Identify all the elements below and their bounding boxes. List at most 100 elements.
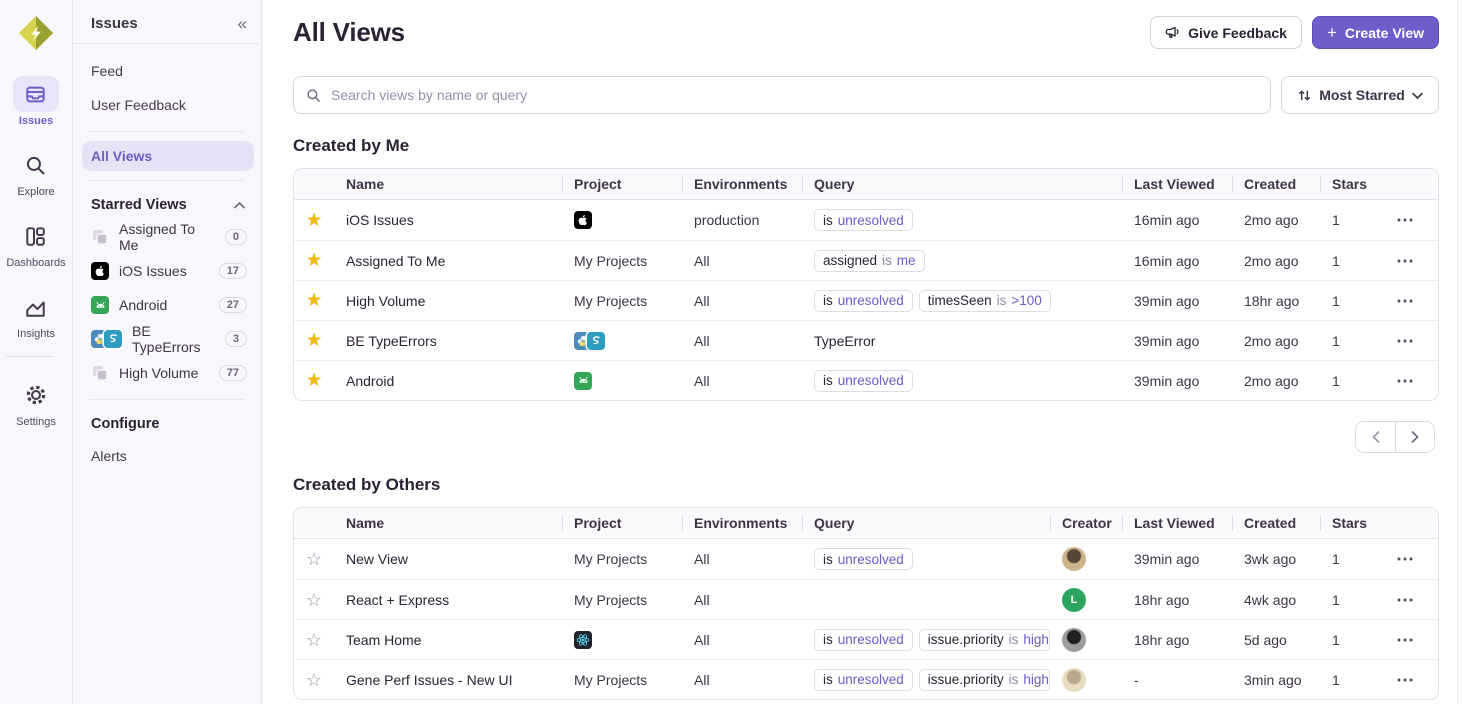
view-name-link[interactable]: Team Home: [346, 632, 421, 648]
configure-list: Alerts: [73, 439, 261, 473]
ellipsis-menu-button[interactable]: ⋯: [1392, 211, 1414, 229]
environments-cell: All: [694, 551, 814, 567]
previous-page-button[interactable]: [1356, 422, 1395, 452]
rail-item-insights[interactable]: Insights: [6, 289, 65, 340]
starred-view-item[interactable]: BE TypeErrors3: [73, 322, 261, 356]
views-table: NameProjectEnvironmentsQueryCreatorLast …: [293, 507, 1439, 700]
view-name-link[interactable]: Assigned To Me: [346, 253, 445, 269]
starred-view-item[interactable]: Android27: [73, 288, 261, 322]
sidebar-item-all-views[interactable]: All Views: [82, 141, 254, 171]
creator-avatar[interactable]: [1062, 668, 1086, 692]
relative-time: 39min ago: [1134, 333, 1199, 349]
created-cell: 2mo ago: [1244, 212, 1332, 228]
search-input[interactable]: [329, 86, 1258, 104]
starred-view-item[interactable]: iOS Issues17: [73, 254, 261, 288]
star-filled-icon[interactable]: ★: [305, 331, 322, 350]
rail-item-settings[interactable]: Settings: [6, 377, 65, 428]
row-menu-cell: ⋯: [1392, 292, 1438, 310]
star-filled-icon[interactable]: ★: [305, 371, 322, 390]
view-name-link[interactable]: iOS Issues: [346, 212, 414, 228]
view-name-link[interactable]: BE TypeErrors: [346, 333, 437, 349]
stacked-project-icon: [91, 364, 109, 382]
star-outline-icon[interactable]: ☆: [306, 671, 322, 689]
column-header-query: Query: [814, 515, 1062, 531]
sidebar-item-user-feedback[interactable]: User Feedback: [73, 88, 261, 122]
column-header-stars: Stars: [1332, 176, 1392, 192]
sort-dropdown[interactable]: Most Starred: [1281, 76, 1439, 114]
view-name-link[interactable]: Gene Perf Issues - New UI: [346, 672, 513, 688]
rail-item-explore[interactable]: Explore: [6, 147, 65, 198]
query-token-chip: isunresolved: [814, 669, 913, 691]
rail-item-dashboards[interactable]: Dashboards: [6, 218, 65, 269]
stars-cell: 1: [1332, 672, 1392, 688]
next-page-button[interactable]: [1395, 422, 1434, 452]
query-token-value: unresolved: [838, 632, 904, 647]
stacked-project-icon: [91, 228, 109, 246]
rail-item-label: Issues: [19, 115, 53, 127]
project-icons: [574, 631, 682, 649]
rail-item-issues[interactable]: Issues: [6, 76, 65, 127]
ellipsis-menu-button[interactable]: ⋯: [1392, 550, 1414, 568]
ellipsis-menu-button[interactable]: ⋯: [1392, 591, 1414, 609]
table-row: ☆React + ExpressMy ProjectsAllL18hr ago4…: [294, 579, 1438, 619]
view-name-link[interactable]: New View: [346, 551, 408, 567]
relative-time: 3wk ago: [1244, 551, 1296, 567]
view-name-link[interactable]: Android: [346, 373, 394, 389]
creator-cell: [1062, 628, 1134, 652]
query-token-value: high: [1023, 672, 1049, 687]
creator-cell: [1062, 668, 1134, 692]
android-project-icon: [574, 372, 592, 390]
table-row: ★High VolumeMy ProjectsAllisunresolvedti…: [294, 280, 1438, 320]
query-token-chip: isunresolved: [814, 370, 913, 392]
star-outline-icon[interactable]: ☆: [306, 550, 322, 568]
sidebar-collapse-button[interactable]: «: [238, 15, 247, 32]
creator-avatar[interactable]: [1062, 628, 1086, 652]
query-token-chip: isunresolved: [814, 629, 913, 651]
scrollbar-track[interactable]: [1457, 0, 1458, 704]
query-token-chip: isunresolved: [814, 548, 913, 570]
relative-time: 2mo ago: [1244, 253, 1298, 269]
give-feedback-button[interactable]: Give Feedback: [1150, 16, 1302, 49]
starred-view-item[interactable]: Assigned To Me0: [73, 220, 261, 254]
starred-view-item[interactable]: High Volume77: [73, 356, 261, 390]
create-view-button[interactable]: + Create View: [1312, 16, 1439, 49]
table-row: ★AndroidAllisunresolved39min ago2mo ago1…: [294, 360, 1438, 400]
table-row: ★BE TypeErrorsAllTypeError39min ago2mo a…: [294, 320, 1438, 360]
snake-project-icon: [104, 330, 122, 348]
creator-avatar[interactable]: L: [1062, 588, 1086, 612]
org-logo[interactable]: [17, 14, 55, 52]
all-views-label: All Views: [91, 148, 152, 164]
query-token-chip: isunresolved: [814, 209, 913, 231]
section-title: Created by Others: [293, 475, 1439, 495]
ellipsis-menu-button[interactable]: ⋯: [1392, 631, 1414, 649]
star-filled-icon[interactable]: ★: [305, 251, 322, 270]
query-token-value: unresolved: [838, 373, 904, 388]
row-menu-cell: ⋯: [1392, 591, 1438, 609]
star-outline-icon[interactable]: ☆: [306, 591, 322, 609]
page-title: All Views: [293, 17, 405, 48]
sidebar-item-feed[interactable]: Feed: [73, 54, 261, 88]
stars-cell: 1: [1332, 592, 1392, 608]
ellipsis-menu-button[interactable]: ⋯: [1392, 372, 1414, 390]
ellipsis-menu-button[interactable]: ⋯: [1392, 332, 1414, 350]
ellipsis-menu-button[interactable]: ⋯: [1392, 671, 1414, 689]
sidebar-item-alerts[interactable]: Alerts: [73, 439, 261, 473]
starred-collapse-button[interactable]: [234, 202, 245, 209]
apple-project-icon: [91, 262, 109, 280]
ellipsis-menu-button[interactable]: ⋯: [1392, 252, 1414, 270]
project-cell: My Projects: [574, 592, 694, 608]
view-name-link[interactable]: React + Express: [346, 592, 449, 608]
ellipsis-menu-button[interactable]: ⋯: [1392, 292, 1414, 310]
star-outline-icon[interactable]: ☆: [306, 631, 322, 649]
name-cell: New View: [346, 551, 574, 567]
query-cell: assignedisme: [814, 250, 1134, 272]
star-filled-icon[interactable]: ★: [305, 291, 322, 310]
column-header-name: Name: [346, 515, 574, 531]
relative-time: 5d ago: [1244, 632, 1287, 648]
table-row: ☆New ViewMy ProjectsAllisunresolved39min…: [294, 539, 1438, 579]
creator-avatar[interactable]: [1062, 547, 1086, 571]
view-name-link[interactable]: High Volume: [346, 293, 425, 309]
environments-cell: All: [694, 672, 814, 688]
star-filled-icon[interactable]: ★: [305, 211, 322, 230]
created-cell: 3min ago: [1244, 672, 1332, 688]
